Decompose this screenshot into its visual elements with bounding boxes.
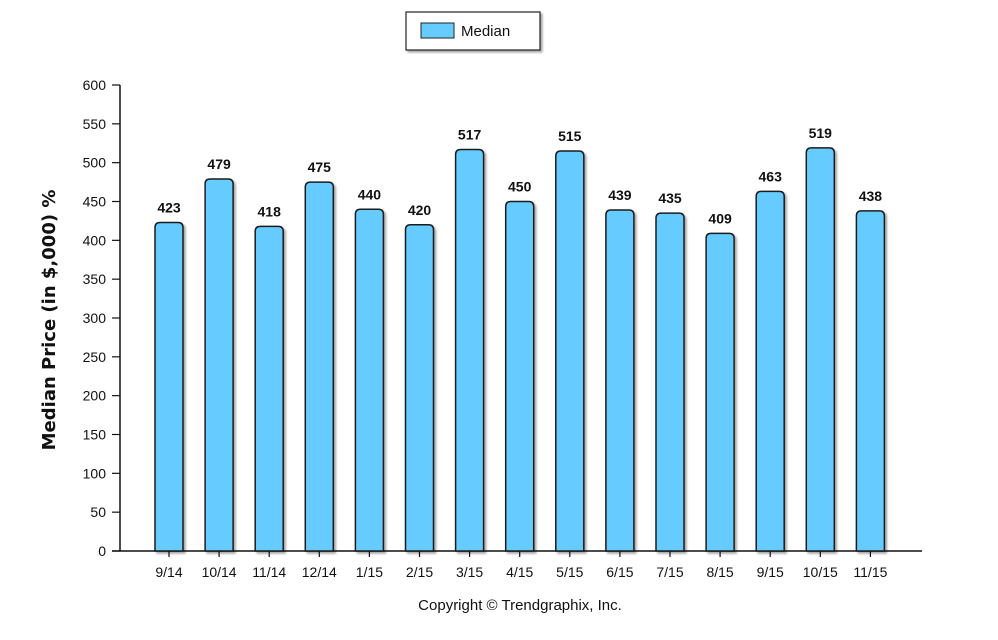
value-labels: 423 479 418 475 440 420 517 450 515 439 435 409 463 5… bbox=[157, 125, 882, 226]
bar bbox=[555, 150, 585, 552]
x-tick-label: 9/14 bbox=[155, 564, 182, 580]
data-label: 439 bbox=[608, 187, 632, 203]
x-tick-label: 12/14 bbox=[302, 564, 337, 580]
data-label: 517 bbox=[458, 126, 482, 142]
y-tick-label: 150 bbox=[83, 427, 107, 443]
copyright-text: Copyright © Trendgraphix, Inc. bbox=[418, 597, 622, 614]
y-tick-label: 0 bbox=[98, 543, 106, 559]
x-tick-label: 8/15 bbox=[706, 564, 733, 580]
data-label: 438 bbox=[859, 188, 883, 204]
data-label: 519 bbox=[809, 125, 833, 141]
y-tick-label: 200 bbox=[83, 388, 107, 404]
y-tick-label: 500 bbox=[83, 155, 107, 171]
y-tick-label: 50 bbox=[90, 504, 106, 520]
legend: Median bbox=[405, 11, 541, 51]
data-label: 423 bbox=[157, 199, 181, 215]
data-label: 479 bbox=[207, 156, 231, 172]
data-label: 418 bbox=[258, 203, 282, 219]
bar bbox=[655, 212, 685, 552]
x-tick-label: 7/15 bbox=[656, 564, 683, 580]
y-tick-label: 400 bbox=[83, 232, 107, 248]
axes: 0 50 100 150 200 250 300 350 400 450 500 550 600 9/14… bbox=[83, 77, 922, 580]
x-tick-label: 11/15 bbox=[853, 564, 887, 580]
bar bbox=[454, 148, 485, 552]
x-tick-label: 9/15 bbox=[757, 564, 784, 580]
data-label: 463 bbox=[759, 168, 783, 184]
x-tick-label: 4/15 bbox=[506, 564, 533, 580]
bar bbox=[755, 190, 785, 552]
bar bbox=[254, 225, 284, 552]
y-tick-label: 550 bbox=[83, 116, 107, 132]
y-tick-label: 100 bbox=[83, 465, 107, 481]
bar bbox=[204, 178, 234, 552]
data-label: 409 bbox=[708, 210, 732, 226]
x-tick-label: 10/14 bbox=[202, 564, 237, 580]
bar bbox=[354, 208, 385, 552]
y-tick-label: 600 bbox=[83, 77, 107, 93]
bar bbox=[504, 200, 535, 552]
y-tick-label: 250 bbox=[83, 349, 107, 365]
x-tick-label: 6/15 bbox=[606, 564, 633, 580]
bar bbox=[805, 147, 836, 552]
bar bbox=[705, 232, 735, 552]
data-label: 515 bbox=[558, 128, 582, 144]
bar bbox=[605, 209, 635, 552]
data-label: 420 bbox=[408, 202, 432, 218]
x-tick-label: 5/15 bbox=[556, 564, 583, 580]
bar bbox=[855, 210, 886, 552]
bar bbox=[304, 181, 335, 552]
y-axis-label: Median Price (in $,000) % bbox=[39, 190, 60, 451]
y-tick-label: 300 bbox=[83, 310, 107, 326]
data-label: 440 bbox=[358, 186, 382, 202]
bars bbox=[154, 147, 886, 552]
y-tick-label: 450 bbox=[83, 194, 107, 210]
x-tick-label: 11/14 bbox=[252, 564, 286, 580]
data-label: 475 bbox=[308, 159, 332, 175]
x-tick-label: 1/15 bbox=[356, 564, 383, 580]
data-label: 450 bbox=[508, 179, 532, 195]
bar bbox=[404, 224, 435, 552]
x-tick-label: 3/15 bbox=[456, 564, 483, 580]
data-label: 435 bbox=[658, 190, 682, 206]
y-tick-label: 350 bbox=[83, 271, 107, 287]
legend-label: Median bbox=[461, 23, 510, 40]
legend-swatch bbox=[420, 22, 455, 39]
x-tick-label: 10/15 bbox=[803, 564, 838, 580]
bar bbox=[154, 221, 184, 552]
x-tick-label: 2/15 bbox=[406, 564, 433, 580]
